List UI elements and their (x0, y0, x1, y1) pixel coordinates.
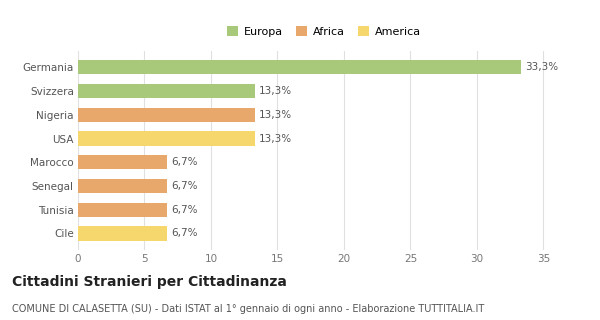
Text: COMUNE DI CALASETTA (SU) - Dati ISTAT al 1° gennaio di ogni anno - Elaborazione : COMUNE DI CALASETTA (SU) - Dati ISTAT al… (12, 304, 484, 314)
Legend: Europa, Africa, America: Europa, Africa, America (223, 22, 425, 42)
Bar (78, 132, 255, 146)
Text: 13,3%: 13,3% (259, 86, 292, 96)
Text: 6,7%: 6,7% (171, 181, 197, 191)
Bar (78, 60, 521, 75)
Text: 6,7%: 6,7% (171, 205, 197, 215)
Bar (78, 179, 167, 193)
Text: 13,3%: 13,3% (259, 133, 292, 144)
Bar (78, 155, 167, 169)
Bar (78, 84, 255, 98)
Text: 13,3%: 13,3% (259, 110, 292, 120)
Text: 33,3%: 33,3% (525, 62, 558, 72)
Bar (78, 203, 167, 217)
Text: 6,7%: 6,7% (171, 157, 197, 167)
Bar (78, 108, 255, 122)
Text: 6,7%: 6,7% (171, 228, 197, 238)
Text: Cittadini Stranieri per Cittadinanza: Cittadini Stranieri per Cittadinanza (12, 275, 287, 289)
Bar (78, 226, 167, 241)
